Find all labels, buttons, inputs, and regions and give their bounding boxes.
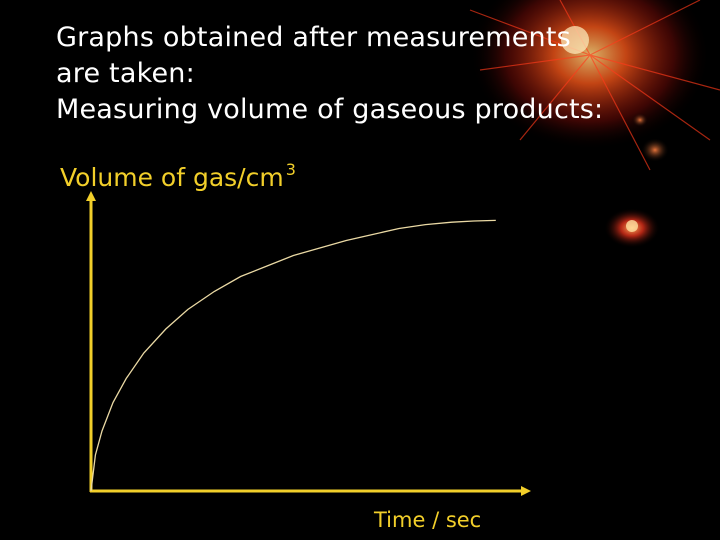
glow-spark-middle <box>604 208 660 248</box>
y-axis-label-superscript: 3 <box>285 160 296 179</box>
y-axis-label: Volume of gas/cm 3 <box>60 160 296 192</box>
slide-heading: Graphs obtained after measurements are t… <box>56 20 603 128</box>
heading-line-3: Measuring volume of gaseous products: <box>56 94 604 125</box>
heading-line-1: Graphs obtained after measurements <box>56 22 571 53</box>
heading-line-2: are taken: <box>56 58 195 89</box>
glow-spark-top <box>469 0 720 171</box>
x-axis-label: Time / sec <box>374 508 482 532</box>
glow-spark-small <box>632 113 669 162</box>
series-line-volume <box>90 219 496 492</box>
y-axis-label-text: Volume of gas/cm <box>60 163 284 192</box>
x-axis-arrowhead <box>521 486 531 496</box>
y-axis-arrowhead <box>86 191 96 201</box>
